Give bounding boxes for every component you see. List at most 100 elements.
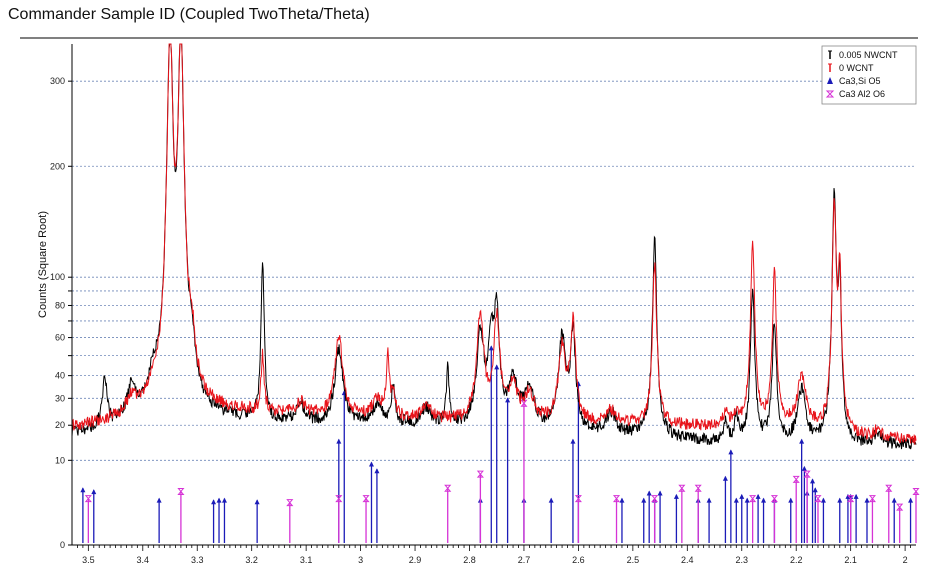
reference-marker	[788, 497, 794, 503]
y-tick-label: 200	[50, 161, 65, 171]
reference-pattern	[84, 399, 920, 543]
reference-marker	[619, 497, 625, 503]
reference-pattern	[80, 345, 914, 543]
x-tick-label: 3.5	[82, 555, 95, 565]
reference-marker	[722, 475, 728, 481]
reference-marker	[868, 495, 877, 503]
reference-marker	[803, 470, 811, 478]
x-tick-label: 2.2	[790, 555, 803, 565]
reference-marker	[84, 495, 92, 503]
reference-marker	[728, 449, 734, 455]
reference-patterns	[80, 345, 920, 543]
reference-marker	[574, 495, 582, 503]
reference-marker	[673, 493, 679, 499]
y-tick-label: 10	[55, 455, 65, 465]
axes: 0 10 20 30 40 60 80 100 200 300 3.5 3.4 3.3 3.2 3.1 3 2.…	[37, 44, 916, 565]
legend-box	[821, 45, 917, 105]
reference-marker	[444, 484, 452, 492]
y-tick-label: 300	[50, 76, 65, 86]
legend: 0.005 NWCNT 0 WCNT Ca3,Si O5 Ca3 Al2 O6	[821, 45, 917, 105]
legend-marker	[825, 90, 835, 98]
reference-marker	[885, 484, 893, 492]
legend-label: 0 WCNT	[839, 63, 874, 73]
reference-marker	[91, 489, 97, 495]
reference-marker	[755, 493, 761, 499]
x-tick-label: 2.7	[518, 555, 531, 565]
reference-marker	[368, 461, 374, 467]
reference-marker	[651, 495, 659, 503]
legend-label: Ca3 Al2 O6	[839, 89, 885, 99]
reference-marker	[706, 497, 712, 503]
reference-marker	[221, 497, 227, 503]
x-tick-label: 2.1	[844, 555, 857, 565]
data-series	[71, 43, 917, 450]
reference-marker	[847, 495, 855, 503]
reference-marker	[641, 497, 647, 503]
reference-marker	[335, 495, 343, 503]
reference-marker	[891, 497, 897, 503]
reference-marker	[694, 484, 702, 492]
reference-marker	[362, 495, 370, 503]
reference-marker	[814, 495, 822, 503]
reference-marker	[770, 495, 778, 503]
y-tick-label: 0	[60, 540, 65, 550]
reference-marker	[286, 499, 294, 507]
x-tick-label: 3.4	[137, 555, 150, 565]
reference-marker	[837, 497, 843, 503]
y-tick-label: 40	[55, 371, 65, 381]
y-tick-label: 60	[55, 333, 65, 343]
x-tick-label: 3	[358, 555, 363, 565]
x-tick-label: 3.3	[191, 555, 204, 565]
reference-marker	[374, 468, 380, 474]
reference-marker	[792, 475, 800, 483]
x-tick-label: 2.5	[627, 555, 640, 565]
reference-marker	[801, 465, 807, 471]
x-tick-label: 2.4	[681, 555, 694, 565]
reference-marker	[733, 497, 739, 503]
reference-marker	[812, 487, 818, 493]
reference-marker	[548, 497, 554, 503]
series-line	[71, 43, 917, 450]
legend-label: 0.005 NWCNT	[839, 50, 898, 60]
reference-marker	[744, 497, 750, 503]
reference-marker	[810, 478, 816, 484]
y-axis-label: Counts (Square Root)	[37, 211, 49, 318]
x-tick-label: 2	[903, 555, 908, 565]
y-tick-label: 80	[55, 300, 65, 310]
y-tick-label: 20	[55, 420, 65, 430]
x-tick-label: 2.9	[409, 555, 422, 565]
reference-marker	[336, 438, 342, 444]
x-tick-label: 3.1	[300, 555, 313, 565]
reference-marker	[476, 470, 484, 478]
reference-marker	[216, 497, 222, 503]
reference-marker	[156, 497, 162, 503]
y-tick-label: 100	[50, 272, 65, 282]
reference-marker	[570, 438, 576, 444]
reference-marker	[254, 499, 260, 505]
x-tick-label: 2.8	[463, 555, 476, 565]
legend-label: Ca3,Si O5	[839, 76, 881, 86]
reference-marker	[749, 495, 757, 503]
reference-marker	[820, 497, 826, 503]
reference-marker	[864, 497, 870, 503]
reference-marker	[799, 438, 805, 444]
x-tick-label: 2.3	[735, 555, 748, 565]
reference-marker	[908, 497, 914, 503]
reference-marker	[912, 487, 920, 495]
reference-marker	[505, 397, 511, 403]
reference-marker	[177, 487, 185, 495]
reference-marker	[612, 495, 621, 503]
x-tick-label: 3.2	[245, 555, 258, 565]
series-line	[71, 43, 917, 445]
reference-marker	[896, 503, 904, 511]
reference-marker	[494, 364, 500, 370]
reference-marker	[80, 487, 86, 493]
reference-marker	[853, 493, 859, 499]
reference-marker	[488, 345, 494, 351]
legend-marker	[827, 77, 833, 84]
reference-marker	[739, 493, 745, 499]
reference-marker	[646, 490, 652, 496]
chart-title: Commander Sample ID (Coupled TwoTheta/Th…	[8, 6, 370, 23]
